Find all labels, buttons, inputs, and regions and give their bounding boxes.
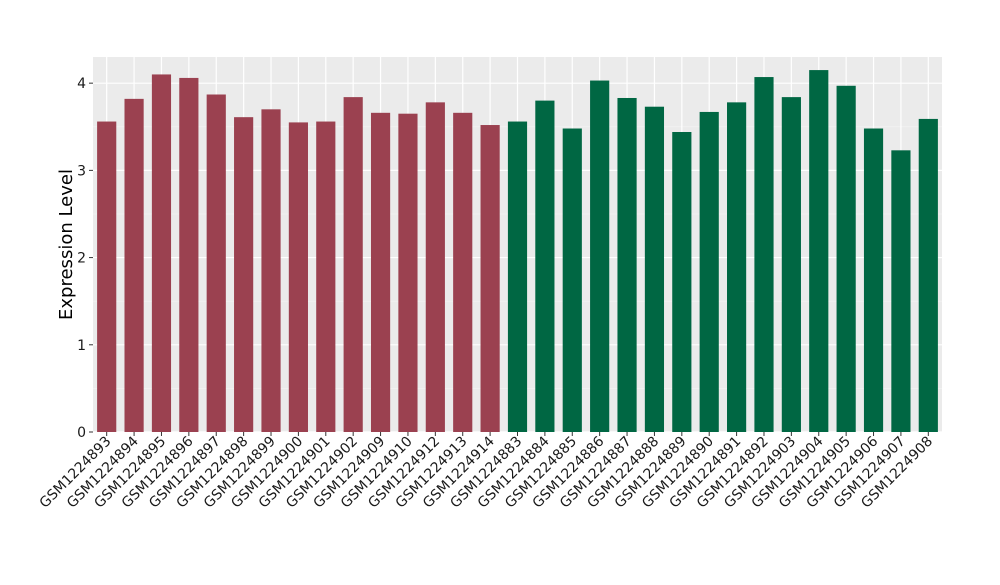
bar-GSM1224901 bbox=[316, 121, 336, 432]
bar-GSM1224897 bbox=[206, 94, 226, 432]
bar-GSM1224902 bbox=[343, 97, 363, 433]
y-tick-label: 4 bbox=[77, 76, 86, 92]
bar-GSM1224884 bbox=[535, 100, 555, 433]
bar-GSM1224905 bbox=[836, 85, 856, 433]
bar-GSM1224907 bbox=[891, 150, 911, 432]
y-tick-label: 0 bbox=[77, 425, 86, 441]
bar-GSM1224909 bbox=[370, 112, 391, 432]
bar-GSM1224904 bbox=[809, 70, 829, 433]
y-axis-title: Expression Level bbox=[56, 169, 77, 320]
bar-GSM1224906 bbox=[863, 128, 884, 432]
y-tick-label: 1 bbox=[77, 338, 86, 354]
bar-GSM1224885 bbox=[562, 128, 582, 432]
bar-GSM1224896 bbox=[179, 77, 199, 432]
bar-GSM1224912 bbox=[425, 102, 445, 432]
bar-GSM1224908 bbox=[918, 118, 938, 432]
y-tick-label: 3 bbox=[77, 163, 86, 179]
bar-GSM1224893 bbox=[97, 121, 117, 432]
bar-GSM1224913 bbox=[453, 112, 473, 432]
bar-GSM1224914 bbox=[480, 125, 500, 432]
bar-GSM1224910 bbox=[398, 113, 418, 433]
y-axis: 0 1 2 3 4 bbox=[77, 76, 93, 441]
bar-GSM1224890 bbox=[699, 111, 719, 432]
bar-GSM1224892 bbox=[754, 77, 774, 432]
bar-GSM1224894 bbox=[124, 98, 144, 432]
bar-GSM1224889 bbox=[672, 132, 692, 432]
x-axis: GSM1224893GSM1224894GSM1224895GSM1224896… bbox=[37, 432, 936, 511]
bar-GSM1224903 bbox=[781, 97, 801, 433]
bar-GSM1224899 bbox=[261, 109, 281, 432]
bar-GSM1224900 bbox=[288, 122, 308, 432]
bar-GSM1224887 bbox=[617, 97, 637, 432]
bar-GSM1224898 bbox=[234, 117, 254, 433]
bar-GSM1224895 bbox=[151, 74, 172, 432]
bar-GSM1224888 bbox=[644, 106, 665, 433]
bars bbox=[97, 70, 938, 433]
bar-GSM1224891 bbox=[727, 102, 747, 432]
bar-GSM1224883 bbox=[507, 121, 528, 432]
y-tick-label: 2 bbox=[77, 251, 86, 267]
bar-GSM1224886 bbox=[590, 80, 610, 432]
